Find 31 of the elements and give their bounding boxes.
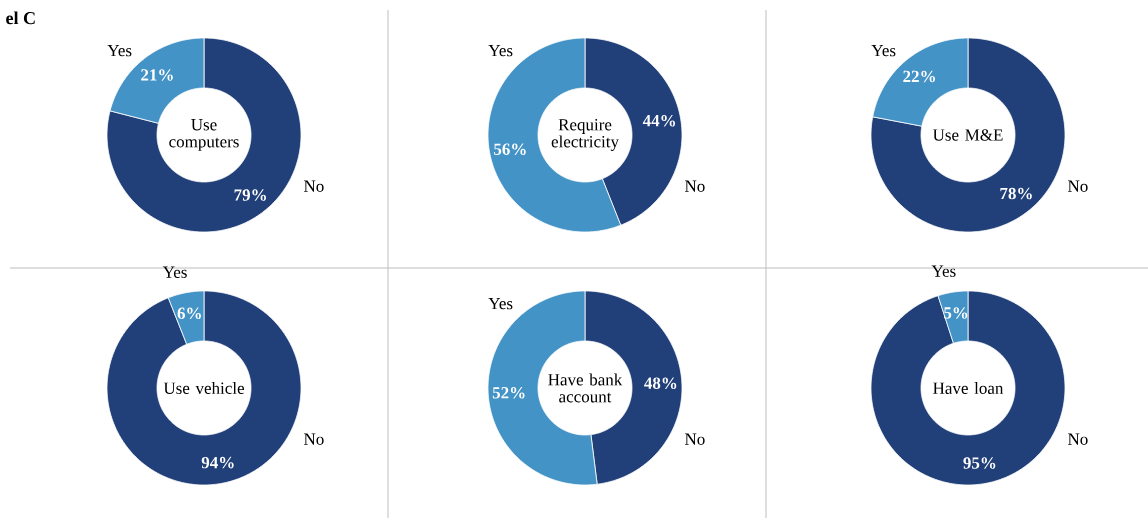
text: Have bank account	[548, 373, 623, 403]
slice-label: No	[684, 433, 705, 445]
data-label: 79%	[234, 189, 266, 201]
slice-label: No	[1067, 180, 1088, 192]
slice-label: Yes	[107, 44, 132, 57]
data-label: 6%	[177, 307, 201, 320]
data-label: 52%	[492, 387, 525, 399]
text: Use M&E	[932, 129, 1003, 141]
slice-label: Yes	[871, 44, 896, 57]
data-label: 22%	[903, 70, 935, 83]
data-label: 94%	[201, 456, 234, 469]
data-label: 78%	[1000, 187, 1032, 200]
slice-label: Yes	[162, 266, 187, 278]
slice-label: Yes	[488, 44, 513, 57]
slice-label: No	[1067, 433, 1088, 445]
data-label: 5%	[944, 307, 968, 319]
text: Require electricity	[551, 119, 619, 151]
data-label: 44%	[642, 114, 676, 127]
text: Use computers	[169, 119, 239, 151]
text: Have loan	[933, 382, 1004, 394]
data-label: 56%	[494, 143, 526, 155]
slice-label: Yes	[488, 297, 513, 310]
slice-label: Yes	[931, 265, 956, 277]
data-label: 21%	[141, 69, 173, 81]
slice-label: No	[304, 180, 324, 192]
text: Use vehicle	[163, 382, 245, 394]
slice-label: No	[684, 180, 705, 192]
slice-label: No	[304, 433, 324, 445]
data-label: 48%	[644, 377, 677, 389]
data-label: 95%	[963, 457, 996, 469]
text: el C	[6, 11, 35, 25]
